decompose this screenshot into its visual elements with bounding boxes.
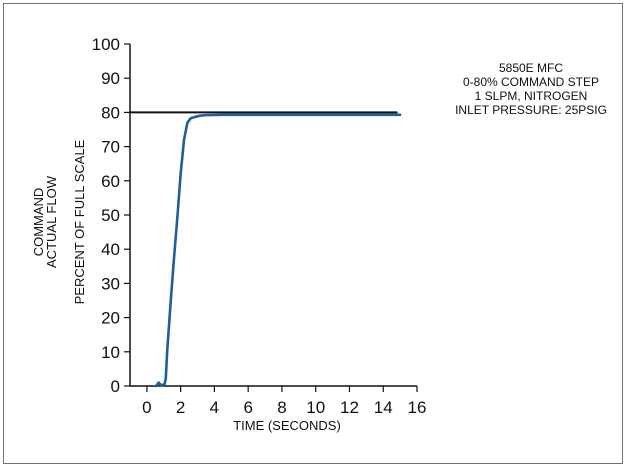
x-tick-label-6: 12 — [340, 398, 359, 417]
y-tick-label-5: 50 — [101, 206, 120, 225]
y-axis-title-line-3: PERCENT OF FULL SCALE — [72, 139, 87, 304]
y-tick-label-10: 100 — [92, 35, 120, 54]
chart-frame — [3, 3, 623, 464]
x-axis-group: 0 2 4 6 8 10 12 14 16 — [130, 385, 426, 417]
plot-lines — [129, 111, 402, 388]
y-axis-group: 0 10 20 30 40 50 60 70 80 90 100 — [92, 35, 131, 396]
x-tick-label-7: 14 — [374, 398, 393, 417]
annotation-line-1: 5850E MFC — [499, 61, 563, 75]
y-axis-title: COMMAND ACTUAL FLOW PERCENT OF FULL SCAL… — [31, 139, 87, 304]
x-tick-label-0: 0 — [142, 398, 151, 417]
y-tick-label-9: 90 — [101, 69, 120, 88]
x-tick-label-1: 2 — [176, 398, 185, 417]
x-tick-label-2: 4 — [210, 398, 219, 417]
x-axis-title: TIME (SECONDS) — [233, 418, 341, 433]
annotation-line-3: 1 SLPM, NITROGEN — [475, 89, 588, 103]
actual-flow-line — [154, 113, 402, 388]
annotation-block: 5850E MFC 0-80% COMMAND STEP 1 SLPM, NIT… — [455, 61, 607, 117]
annotation-line-2: 0-80% COMMAND STEP — [463, 75, 599, 89]
y-tick-label-7: 70 — [101, 138, 120, 157]
y-axis-title-line-1: COMMAND — [31, 188, 46, 257]
y-axis-title-line-2: ACTUAL FLOW — [44, 175, 59, 268]
y-tick-label-3: 30 — [101, 274, 120, 293]
x-tick-label-4: 8 — [277, 398, 286, 417]
y-ticks: 0 10 20 30 40 50 60 70 80 90 100 — [92, 35, 130, 396]
annotation-line-4: INLET PRESSURE: 25PSIG — [455, 103, 607, 117]
y-tick-label-0: 0 — [111, 377, 120, 396]
y-tick-label-6: 60 — [101, 172, 120, 191]
y-tick-label-8: 80 — [101, 103, 120, 122]
y-tick-label-1: 10 — [101, 343, 120, 362]
x-tick-label-5: 10 — [306, 398, 325, 417]
x-tick-label-8: 16 — [408, 398, 427, 417]
x-ticks: 0 2 4 6 8 10 12 14 16 — [142, 386, 426, 417]
y-tick-label-4: 40 — [101, 240, 120, 259]
x-tick-label-3: 6 — [243, 398, 252, 417]
y-tick-label-2: 20 — [101, 309, 120, 328]
